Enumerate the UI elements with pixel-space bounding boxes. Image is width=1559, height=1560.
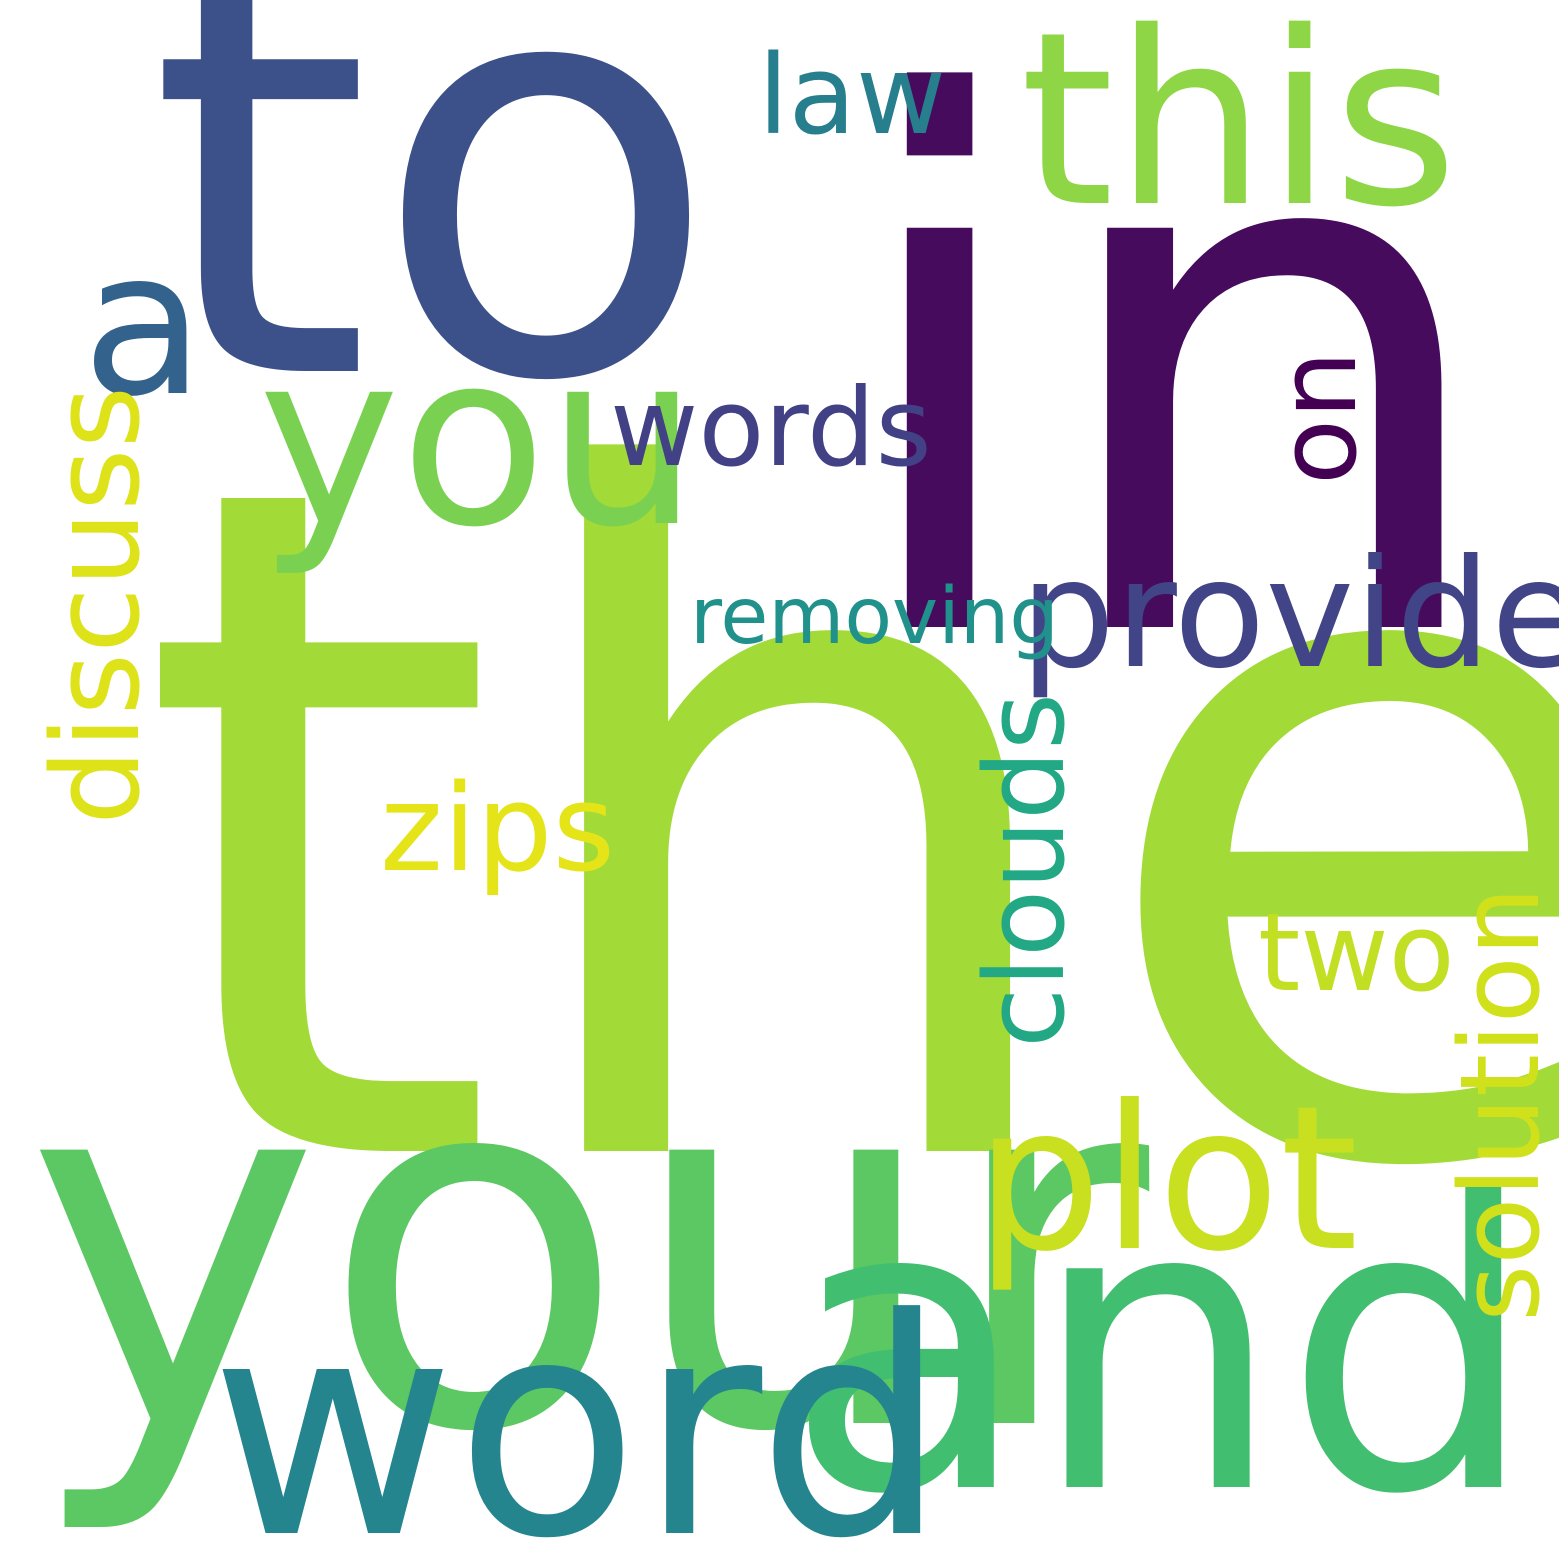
word-the: the [135,289,1559,1371]
word-this: this [1020,0,1458,260]
word-plot: plot [975,1063,1359,1296]
word-provide: provide [1020,528,1559,702]
word-you: you [258,300,699,580]
word-word: word [210,1255,948,1560]
word-zips: zips [380,760,616,899]
word-words: words [610,366,932,491]
word-in: in [838,0,1504,800]
word-your: your [25,959,1150,1541]
word-a: a [82,208,205,441]
word-discuss: discuss [28,385,167,825]
word-solution: solution [1436,886,1559,1322]
word-on: on [1256,350,1381,485]
word-two: two [1258,891,1455,1016]
word-removing: removing [690,572,1059,662]
word-law: law [758,31,946,159]
word-clouds: clouds [961,692,1089,1048]
word-and: and [785,1117,1538,1560]
word-to: to [148,0,721,506]
